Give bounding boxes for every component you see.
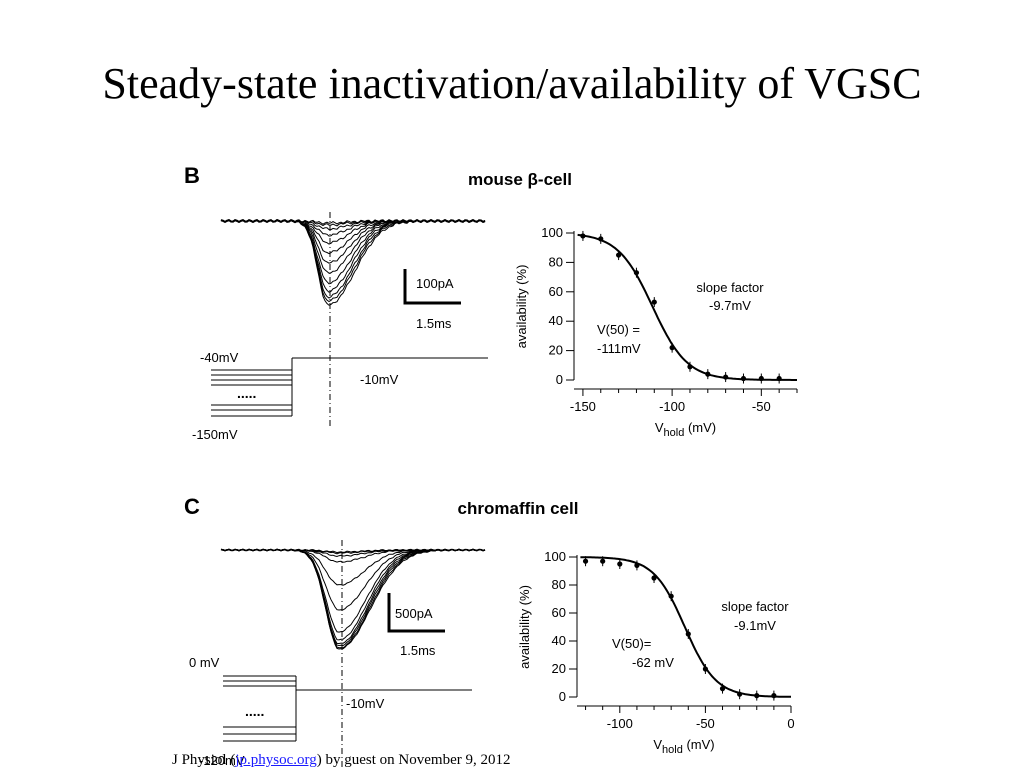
panel-c-chart-annotation: V(50)= [612,636,651,651]
panel-c-availability-chart: 0 20 40 60 80 100 -100 -50 0 availability (%) Vhol… [517,549,795,756]
panel-c-chart-annotation: -62 mV [632,655,674,670]
panel-c-chart-data-point [651,575,657,581]
panel-b-chart-data-point [651,299,657,305]
panel-b-chart-y-tick-label: 20 [549,343,563,358]
panel-c-scale-bar [387,593,445,633]
panel-c-chart-data-point [737,691,743,697]
panel-b-chart-annotation: V(50) = [597,322,640,337]
panel-c-chart-x-tick-label: -50 [696,716,715,731]
panel-b-current-traces [220,219,486,306]
panel-b-chart-data-point [669,345,675,351]
panel-b-chart-y-label: availability (%) [514,265,529,349]
panel-b-scale-bar [403,269,461,305]
panel-c-chart-data-point [719,686,726,692]
citation-footer: J Physiol (jp.physoc.org) by guest on No… [172,752,510,769]
panel-c-chart-data-point [617,561,623,567]
panel-b-chart-x-tick-label: -100 [659,399,685,414]
panel-c-chart-data-point [668,593,674,599]
panel-b-chart-data-point [598,236,604,242]
panel-b-chart-data-point [776,375,782,382]
panel-b-chart-annotation: -9.7mV [709,298,751,313]
panel-b-chart-y-tick-label: 40 [549,313,563,328]
panel-c-scale-current: 500pA [395,606,433,621]
panel-b-chart-fit-curve [577,233,797,381]
panel-b-scale-current: 100pA [416,276,454,291]
panel-b-chart-data-point [633,270,640,276]
panel-b-chart-data-point [580,233,586,239]
panel-c-title: chromaffin cell [458,499,579,518]
panel-b-letter: B [184,163,200,188]
panel-c-chart-y-label: availability (%) [517,585,532,669]
panel-b-chart-x-tick-label: -150 [570,399,596,414]
panel-c-chart-data-point [685,631,691,637]
panel-c-voltage-protocol [223,675,472,742]
panel-b-chart-x-tick-label: -50 [752,399,771,414]
panel-b-hold-top-label: -40mV [200,350,239,365]
panel-b-scale-time: 1.5ms [416,316,452,331]
panel-b-chart-y-tick-label: 100 [541,225,563,240]
panel-b-chart-data-point [723,374,729,380]
panel-b-chart-data-point [687,364,693,370]
slide-title: Steady-state inactivation/availability o… [102,59,922,108]
panel-c-current-trace [220,548,486,633]
panel-b-step-label: -10mV [360,372,399,387]
panel-b-dots: ..... [237,385,256,401]
panel-b-chart-x-label: Vhold (mV) [655,420,716,439]
panel-c-step-label: -10mV [346,696,385,711]
panel-b-chart-y-tick-label: 0 [556,372,563,387]
panel-c-chart-y-tick-label: 0 [559,689,566,704]
panel-c-chart-data-point [600,558,606,564]
panel-c-chart-x-label: Vhold (mV) [653,737,714,756]
panel-c-chart-data-point [754,693,760,699]
panel-c-letter: C [184,494,200,519]
citation-suffix: ) by guest on November 9, 2012 [316,752,511,768]
panel-c-chart-x-tick-label: -100 [607,716,633,731]
panel-c-chart-x-tick-label: 0 [787,716,794,731]
panel-c-chart-data-point [634,562,640,569]
panel-c-scale-time: 1.5ms [400,643,436,658]
citation-link[interactable]: jp.physoc.org [235,752,317,768]
panel-c-current-trace [220,548,486,647]
panel-c-dots: ..... [245,703,264,719]
panel-c-chart-y-tick-label: 100 [544,549,566,564]
panel-b-chart-data-point [758,375,764,382]
panel-c-current-trace [220,548,486,641]
panel-b-chart-y-tick-label: 60 [549,284,563,299]
panel-c-chart-data-point [582,558,589,564]
panel-c-current-trace [220,548,486,650]
panel-b-chart-data-point [740,375,747,382]
panel-b-current-trace [220,219,486,306]
panel-c-chart-annotation: -9.1mV [734,618,776,633]
panel-c-current-traces [220,548,486,650]
panel-c-chart-y-tick-label: 80 [552,577,566,592]
panel-b-chart-data-point [705,371,711,377]
panel-c-chart-data-point [771,693,777,699]
panel-c-chart-y-tick-label: 20 [552,661,566,676]
citation-prefix: J Physiol ( [172,752,236,768]
panel-b-chart-annotation: slope factor [696,280,764,295]
panel-c-chart-y-tick-label: 60 [552,605,566,620]
panel-c-hold-top-label: 0 mV [189,655,220,670]
panel-b-chart-data-point [616,252,622,258]
panel-c-chart-y-tick-label: 40 [552,633,566,648]
panel-b-hold-bottom-label: -150mV [192,427,238,442]
panel-c-chart-data-point [702,666,709,672]
panel-b-title: mouse β-cell [468,170,572,189]
panel-b-chart-annotation: -111mV [597,341,641,356]
panel-c-chart-annotation: slope factor [721,599,789,614]
panel-b-voltage-protocol [211,357,488,417]
panel-c-hold-bottom-label: -120mV [199,753,245,768]
panel-b-chart-y-tick-label: 80 [549,254,563,269]
panel-b-availability-chart: 0 20 40 60 80 100 -150 -100 -50 availability (%) V… [514,225,798,439]
